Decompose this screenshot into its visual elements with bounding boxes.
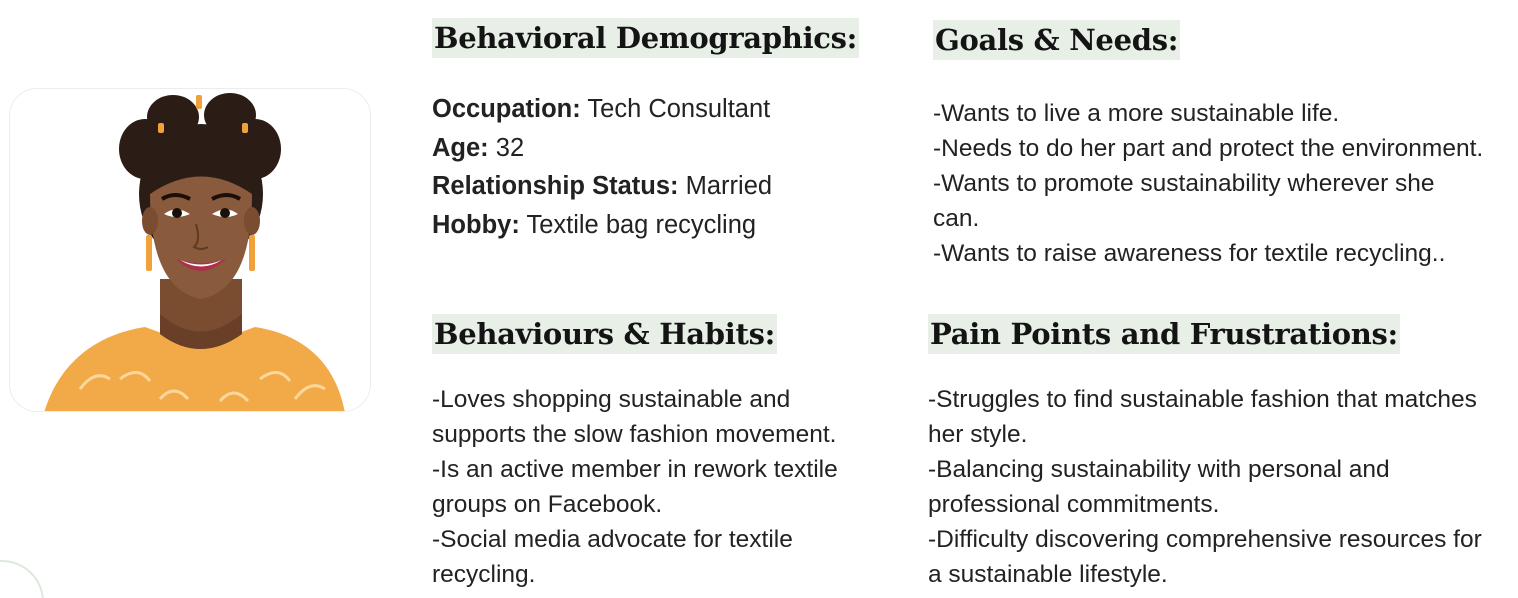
section-heading: Behaviours & Habits: — [432, 314, 778, 354]
list-item: -Wants to live a more sustainable life. — [933, 100, 1340, 127]
list-item: professional commitments. — [928, 491, 1220, 518]
list-item: groups on Facebook. — [432, 491, 663, 518]
decorative-corner-arc — [0, 560, 44, 598]
section-heading: Behavioral Demographics: — [432, 18, 860, 58]
field-value: Textile bag recycling — [526, 210, 757, 239]
list-item: -Needs to do her part and protect the en… — [933, 135, 1484, 162]
list-item: -Wants to promote sustainability whereve… — [933, 170, 1435, 197]
list-item: her style. — [928, 421, 1028, 448]
section-heading: Goals & Needs: — [933, 20, 1181, 60]
field-value: Tech Consultant — [587, 95, 771, 123]
field-hobby: Hobby: Textile bag recycling — [432, 206, 859, 245]
goals-list: -Wants to live a more sustainable life. … — [933, 96, 1483, 271]
list-item: -Social media advocate for textile — [432, 526, 793, 553]
persona-avatar — [9, 88, 371, 412]
demographics-list: Occupation: Tech Consultant Age: 32 Rela… — [432, 90, 859, 244]
field-label: Relationship Status: — [432, 172, 679, 200]
persona-avatar-illustration — [44, 93, 345, 411]
field-label: Occupation: — [432, 95, 581, 123]
field-value: 32 — [495, 133, 525, 162]
habits-list: -Loves shopping sustainable and supports… — [432, 382, 838, 592]
behavioral-demographics-section: Behavioral Demographics: Occupation: Tec… — [432, 18, 860, 244]
pain-points-section: Pain Points and Frustrations: -Struggles… — [928, 314, 1482, 592]
list-item: supports the slow fashion movement. — [432, 421, 837, 448]
field-label: Hobby: — [432, 210, 520, 239]
field-occupation: Occupation: Tech Consultant — [432, 90, 859, 129]
list-item: recycling. — [432, 561, 536, 588]
list-item: -Difficulty discovering comprehensive re… — [928, 526, 1482, 553]
list-item: -Wants to raise awareness for textile re… — [933, 240, 1446, 267]
list-item: a sustainable lifestyle. — [928, 561, 1168, 588]
list-item: can. — [933, 205, 980, 232]
list-item: -Struggles to find sustainable fashion t… — [928, 386, 1477, 413]
list-item: -Loves shopping sustainable and — [432, 386, 791, 413]
field-age: Age: 32 — [432, 129, 859, 168]
field-relationship-status: Relationship Status: Married — [432, 167, 859, 206]
list-item: -Balancing sustainability with personal … — [928, 456, 1390, 483]
goals-needs-section: Goals & Needs: -Wants to live a more sus… — [933, 20, 1483, 271]
pain-points-list: -Struggles to find sustainable fashion t… — [928, 382, 1482, 592]
behaviours-habits-section: Behaviours & Habits: -Loves shopping sus… — [432, 314, 838, 592]
list-item: -Is an active member in rework textile — [432, 456, 838, 483]
field-label: Age: — [432, 133, 489, 162]
field-value: Married — [685, 172, 773, 200]
section-heading: Pain Points and Frustrations: — [928, 314, 1400, 354]
